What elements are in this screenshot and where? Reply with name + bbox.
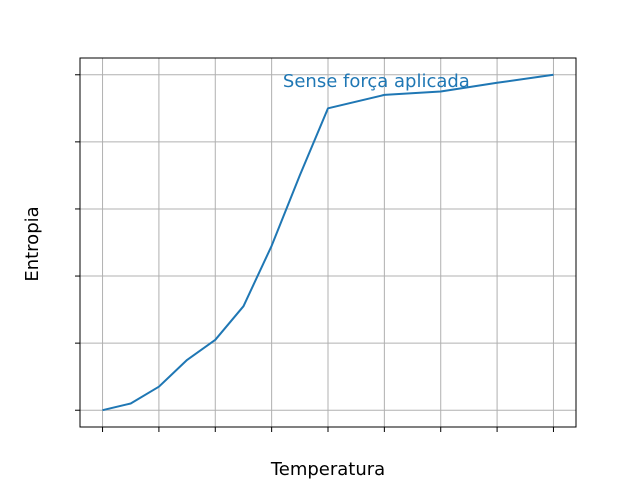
x-axis-label: Temperatura — [270, 459, 385, 480]
grid — [80, 58, 576, 427]
annotation-label: Sense força aplicada — [283, 71, 470, 92]
series-line — [102, 73, 554, 412]
series-group — [102, 73, 554, 412]
y-axis-label: Entropia — [22, 206, 43, 281]
axis-ticks — [75, 74, 554, 432]
